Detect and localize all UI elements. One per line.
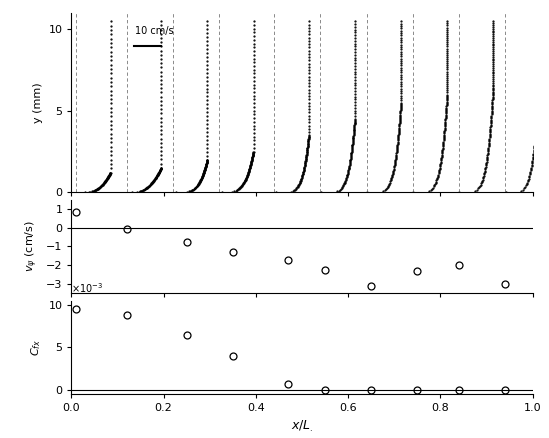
Y-axis label: $C_{fx}$: $C_{fx}$ [29, 339, 43, 356]
Text: $\times 10^{-3}$: $\times 10^{-3}$ [71, 281, 104, 295]
Y-axis label: y (mm): y (mm) [33, 82, 43, 123]
Text: 10 cm/s: 10 cm/s [135, 26, 173, 36]
Y-axis label: $v_\psi$ (cm/s): $v_\psi$ (cm/s) [24, 220, 40, 272]
X-axis label: $x/L_.$: $x/L_.$ [290, 419, 313, 434]
